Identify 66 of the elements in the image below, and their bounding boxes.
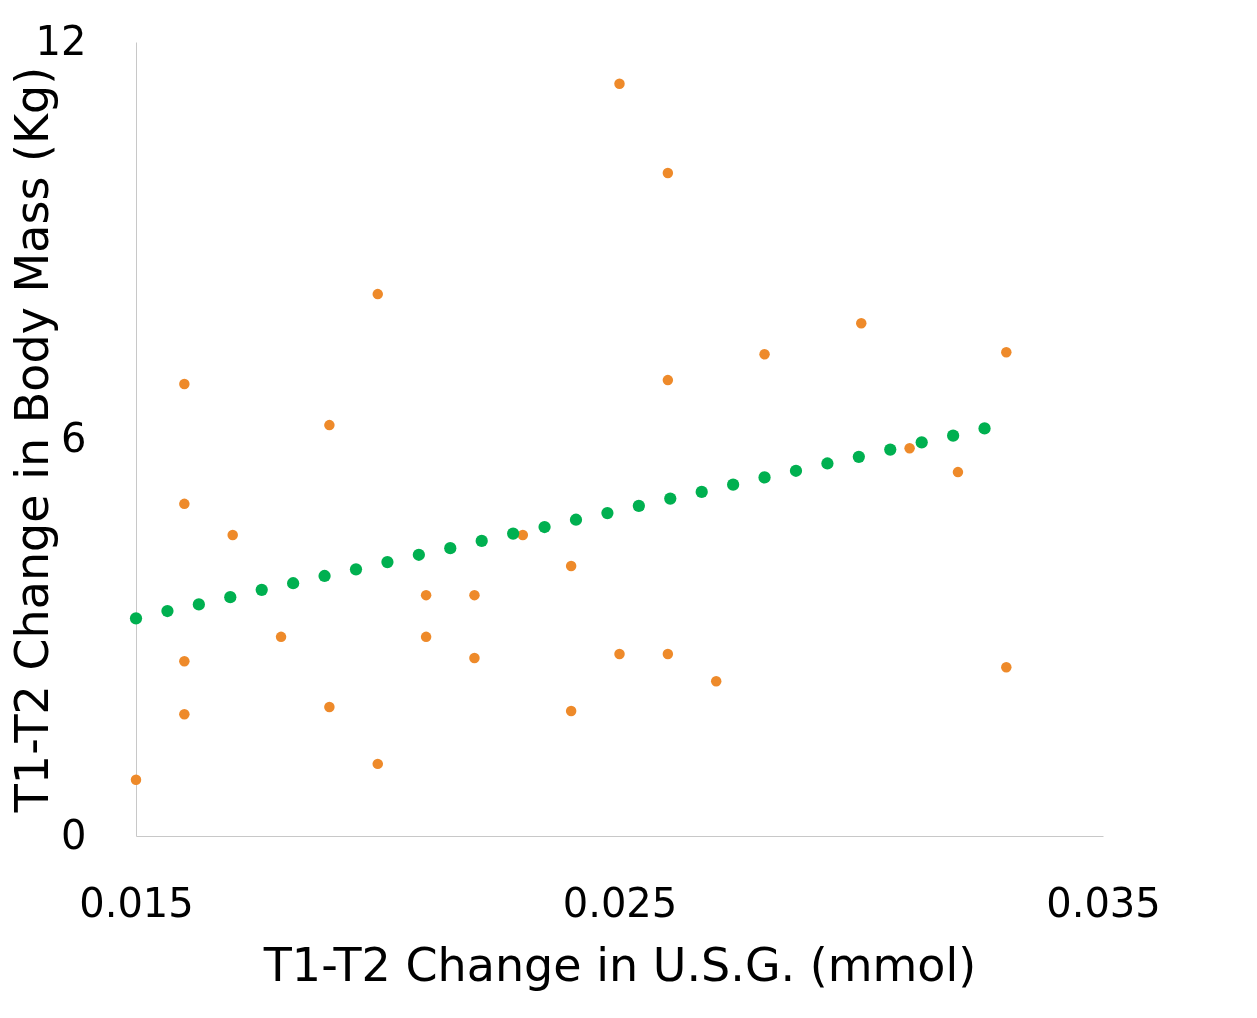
point [662,648,674,660]
point [565,705,577,717]
point [759,349,770,360]
point [727,478,740,491]
point [161,604,174,618]
point [758,471,771,484]
y-tick-label: 0 [61,811,87,858]
point [601,506,614,520]
point [130,774,142,785]
point [275,631,287,643]
point [444,542,457,555]
point [227,529,238,541]
point [179,656,190,667]
y-tick-label: 6 [61,414,87,461]
point [821,457,834,470]
point [179,709,190,720]
point [978,422,991,435]
point [420,589,432,601]
point [952,466,964,478]
point [1001,347,1012,358]
point [349,563,363,576]
point [538,520,551,534]
point [469,589,480,601]
point [255,583,268,596]
point [469,652,480,664]
point [192,598,205,611]
point [695,485,708,499]
x-tick-label: 0.035 [1046,879,1161,926]
point [946,429,960,442]
point [507,527,520,540]
point [1001,662,1012,673]
point [569,513,583,526]
point [884,443,897,456]
point [372,288,383,300]
point [129,612,143,625]
y-tick-label: 12 [35,17,87,64]
point [517,529,529,541]
point [565,560,577,572]
point [856,317,867,329]
x-tick-label: 0.025 [562,879,678,926]
point [662,167,674,179]
point [287,577,300,590]
point [318,569,331,583]
y-axis-title: T1-T2 Change in Body Mass (Kg) [4,66,59,814]
point [324,701,335,713]
point [372,758,383,770]
point [475,534,488,548]
point [904,443,915,454]
point [662,374,674,386]
point [420,631,432,643]
point [614,78,625,89]
point [632,499,645,512]
point [852,450,865,463]
point [710,675,722,687]
point [664,492,677,505]
point [381,555,394,569]
point [224,591,237,604]
point [179,498,190,510]
x-tick-label: 0.015 [79,879,194,926]
point [614,648,625,660]
point [324,419,335,431]
point [789,464,803,477]
point [915,436,928,449]
x-axis-title: T1-T2 Change in U.S.G. (mmol) [262,937,977,992]
point [412,548,425,561]
point [179,378,190,390]
